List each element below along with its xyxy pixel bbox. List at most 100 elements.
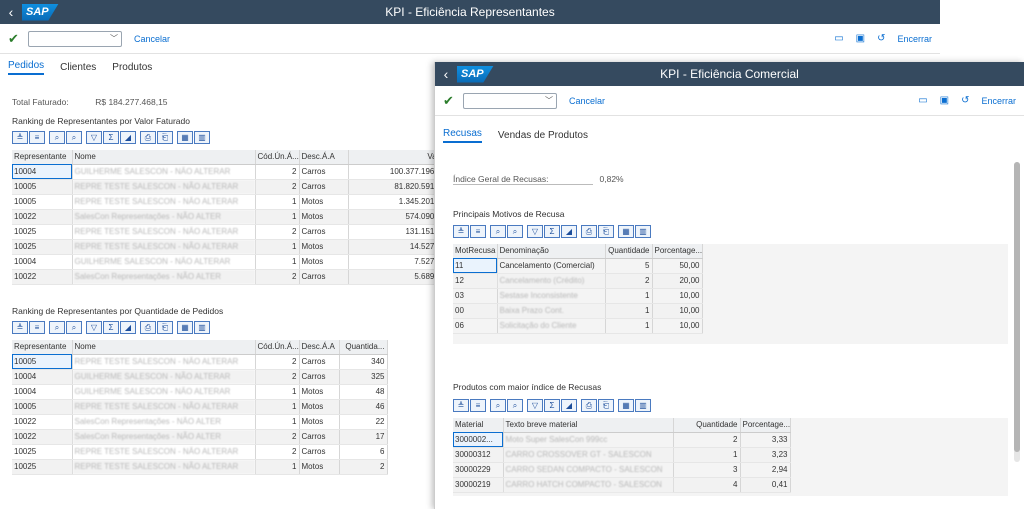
- tab-clientes[interactable]: Clientes: [60, 61, 97, 73]
- table-cell[interactable]: 20,00: [652, 273, 703, 289]
- table-row[interactable]: 10025 REPRE TESTE SALESCON - NÃO ALTERAR 1…: [12, 459, 388, 475]
- table-cell[interactable]: 03: [453, 288, 498, 304]
- table-cell[interactable]: 10025: [12, 239, 73, 255]
- filter-icon[interactable]: ▽: [86, 321, 102, 334]
- table-cell[interactable]: GUILHERME SALESCON - NÃO ALTERAR: [72, 369, 256, 385]
- table-cell[interactable]: Moto Super SalesCon 999cc: [503, 432, 674, 448]
- table-row[interactable]: 10022 SalesCon Representações - NÃO ALTER…: [12, 269, 449, 285]
- table-row[interactable]: 10005 REPRE TESTE SALESCON - NÃO ALTERAR 2…: [12, 179, 449, 195]
- table-cell[interactable]: Sestase Inconsistente: [497, 288, 606, 304]
- table-cell[interactable]: 10004: [12, 384, 73, 400]
- table-cell[interactable]: 1: [255, 239, 300, 255]
- table-cell[interactable]: Motos: [299, 209, 349, 225]
- table-cell[interactable]: 2: [255, 429, 300, 445]
- table-cell[interactable]: Motos: [299, 254, 349, 270]
- chevron-down-icon[interactable]: ﹀: [110, 33, 118, 43]
- subtotal-icon[interactable]: ◢: [561, 225, 577, 238]
- table-row[interactable]: 10025 REPRE TESTE SALESCON - NÃO ALTERAR 2…: [12, 224, 449, 240]
- layout-icon[interactable]: ▦: [618, 225, 634, 238]
- tab-pedidos[interactable]: Pedidos: [8, 60, 45, 75]
- find-icon[interactable]: ⌕: [490, 225, 506, 238]
- layout-icon[interactable]: ▦: [177, 321, 193, 334]
- find-icon[interactable]: ⌕: [49, 321, 65, 334]
- column-header[interactable]: Porcentage...: [652, 244, 703, 259]
- column-header[interactable]: Representante: [12, 150, 73, 165]
- table-cell[interactable]: Carros: [299, 429, 340, 445]
- table-cell[interactable]: Motos: [299, 384, 340, 400]
- checkmark-icon[interactable]: ✔: [443, 92, 454, 108]
- table-cell[interactable]: Carros: [299, 179, 349, 195]
- table-cell[interactable]: 06: [453, 318, 498, 334]
- table-cell[interactable]: Motos: [299, 414, 340, 430]
- back-icon[interactable]: ‹: [8, 4, 14, 20]
- table-cell[interactable]: 3,23: [740, 447, 791, 463]
- graph-icon[interactable]: ▥: [194, 321, 210, 334]
- screen-icon[interactable]: ▭: [918, 95, 928, 106]
- table-row[interactable]: 10025 REPRE TESTE SALESCON - NÃO ALTERAR 2…: [12, 444, 388, 460]
- table-cell[interactable]: 574.090,36: [348, 209, 449, 225]
- table-cell[interactable]: REPRE TESTE SALESCON - NÃO ALTERAR: [72, 194, 256, 210]
- sort-desc-icon[interactable]: ≡: [470, 225, 486, 238]
- sort-asc-icon[interactable]: ≜: [12, 321, 28, 334]
- subtotal-icon[interactable]: ◢: [120, 321, 136, 334]
- column-header[interactable]: Porcentage...: [740, 418, 791, 433]
- table-row[interactable]: 10005 REPRE TESTE SALESCON - NÃO ALTERAR 1…: [12, 399, 388, 415]
- tab-vendas-produtos[interactable]: Vendas de Produtos: [497, 129, 588, 141]
- sort-asc-icon[interactable]: ≜: [12, 131, 28, 144]
- table-cell[interactable]: 1: [255, 254, 300, 270]
- graph-icon[interactable]: ▥: [194, 131, 210, 144]
- table-row[interactable]: 10022 SalesCon Representações - NÃO ALTER…: [12, 429, 388, 445]
- table-cell[interactable]: REPRE TESTE SALESCON - NÃO ALTERAR: [72, 444, 256, 460]
- sort-desc-icon[interactable]: ≡: [29, 131, 45, 144]
- screen-alt-icon[interactable]: ▣: [855, 33, 866, 44]
- table-row[interactable]: 10005 REPRE TESTE SALESCON - NÃO ALTERAR 2…: [12, 354, 388, 370]
- table-cell[interactable]: 17: [339, 429, 388, 445]
- sum-icon[interactable]: Σ: [544, 225, 560, 238]
- chevron-down-icon[interactable]: ﹀: [545, 95, 553, 105]
- table-cell[interactable]: CARRO CROSSOVER GT - SALESCON: [503, 447, 674, 463]
- table-row[interactable]: 10004 GUILHERME SALESCON - NÃO ALTERAR 2 Ca…: [12, 369, 388, 385]
- table-cell[interactable]: REPRE TESTE SALESCON - NÃO ALTERAR: [72, 224, 256, 240]
- table-cell[interactable]: 6: [339, 444, 388, 460]
- table-cell[interactable]: 1: [605, 288, 653, 304]
- table-cell[interactable]: 10025: [12, 444, 73, 460]
- table-cell[interactable]: 10004: [12, 369, 73, 385]
- graph-icon[interactable]: ▥: [635, 399, 651, 412]
- table-cell[interactable]: 3000002...: [453, 432, 504, 448]
- table-cell[interactable]: 1: [605, 318, 653, 334]
- table-cell[interactable]: 22: [339, 414, 388, 430]
- table-cell[interactable]: 10022: [12, 209, 73, 225]
- column-header[interactable]: MotRecusa: [453, 244, 498, 259]
- graph-icon[interactable]: ▥: [635, 225, 651, 238]
- table-cell[interactable]: 10005: [12, 354, 73, 370]
- table-row[interactable]: 10022 SalesCon Representações - NÃO ALTER…: [12, 414, 388, 430]
- table-cell[interactable]: 10025: [12, 459, 73, 475]
- screen-alt-icon[interactable]: ▣: [939, 95, 950, 106]
- sort-desc-icon[interactable]: ≡: [470, 399, 486, 412]
- sum-icon[interactable]: Σ: [103, 321, 119, 334]
- table-cell[interactable]: 2: [255, 179, 300, 195]
- table-cell[interactable]: REPRE TESTE SALESCON - NÃO ALTERAR: [72, 459, 256, 475]
- column-header[interactable]: Representante: [12, 340, 73, 355]
- find-next-icon[interactable]: ⌕: [507, 225, 523, 238]
- table-cell[interactable]: 1: [255, 459, 300, 475]
- table-cell[interactable]: 12: [453, 273, 498, 289]
- export-icon[interactable]: ⎗: [157, 321, 173, 334]
- table-cell[interactable]: 2: [605, 273, 653, 289]
- filter-icon[interactable]: ▽: [527, 225, 543, 238]
- print-icon[interactable]: ⎙: [581, 225, 597, 238]
- table-cell[interactable]: 10005: [12, 194, 73, 210]
- table-row[interactable]: 10022 SalesCon Representações - NÃO ALTER…: [12, 209, 449, 225]
- table-cell[interactable]: Carros: [299, 269, 349, 285]
- table-cell[interactable]: 2: [255, 164, 300, 180]
- table-cell[interactable]: 4: [673, 477, 741, 493]
- find-next-icon[interactable]: ⌕: [66, 131, 82, 144]
- table-cell[interactable]: 10022: [12, 269, 73, 285]
- table-row[interactable]: 10004 GUILHERME SALESCON - NÃO ALTERAR 1 Mo…: [12, 384, 388, 400]
- table-cell[interactable]: 10022: [12, 414, 73, 430]
- table-row[interactable]: 10005 REPRE TESTE SALESCON - NÃO ALTERAR 1…: [12, 194, 449, 210]
- table-cell[interactable]: 1.345.201,70: [348, 194, 449, 210]
- table-cell[interactable]: 1: [255, 384, 300, 400]
- table-cell[interactable]: REPRE TESTE SALESCON - NÃO ALTERAR: [72, 354, 256, 370]
- undo-icon[interactable]: ↺: [961, 95, 970, 106]
